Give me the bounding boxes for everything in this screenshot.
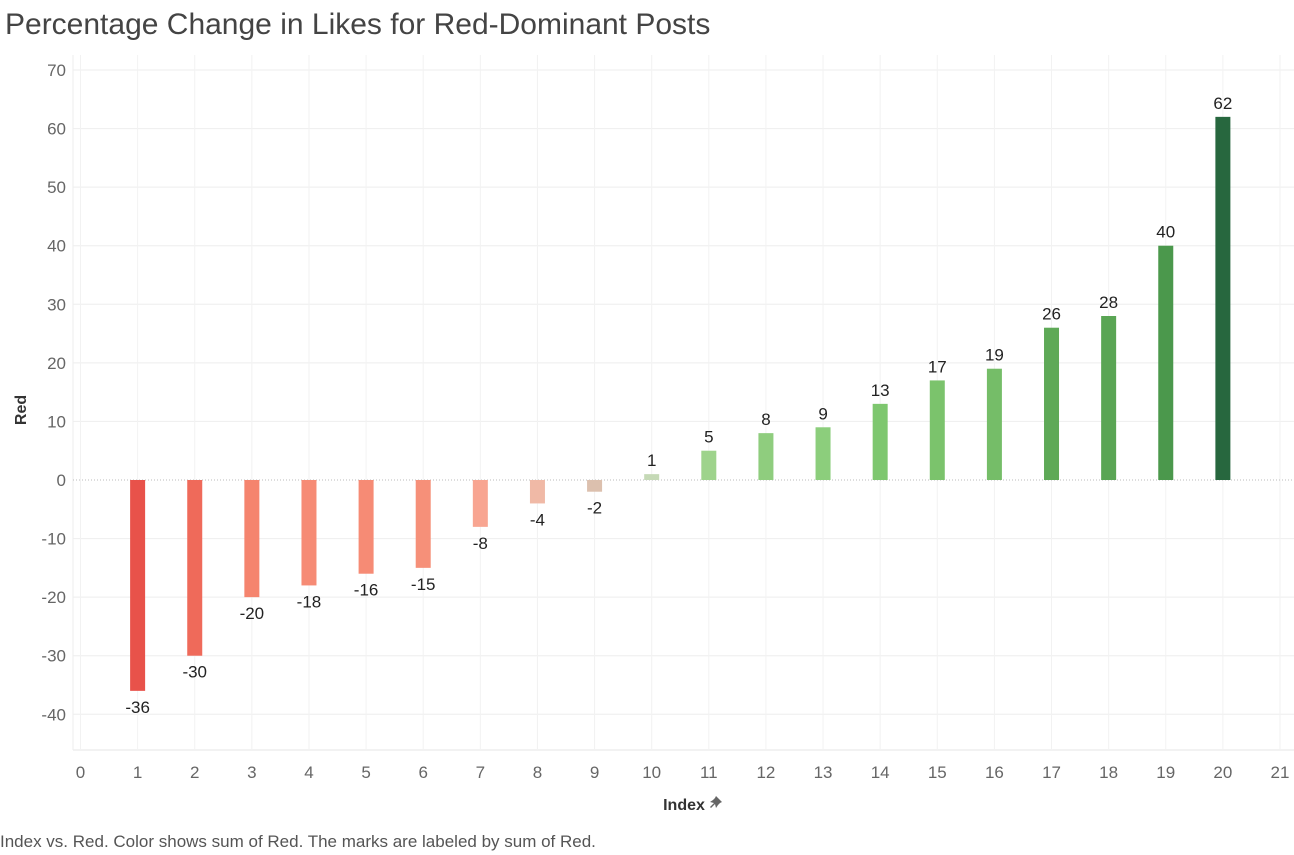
x-tick-label: 9 (590, 763, 599, 782)
x-tick-label: 16 (985, 763, 1004, 782)
x-tick-label: 15 (928, 763, 947, 782)
bar-index-2[interactable] (187, 480, 202, 656)
data-label: 1 (647, 451, 656, 470)
x-tick-label: 10 (642, 763, 661, 782)
y-tick-label: 0 (57, 471, 66, 490)
x-tick-label: 12 (756, 763, 775, 782)
x-tick-label: 11 (700, 763, 718, 782)
data-label: 17 (928, 357, 947, 376)
x-tick-label: 13 (814, 763, 833, 782)
y-axis-ticks: 70 60 50 40 30 20 10 0 -10 -20 -30 -40 (41, 61, 66, 724)
data-label: -18 (297, 592, 322, 611)
x-tick-label: 8 (533, 763, 542, 782)
bar-index-15[interactable] (930, 380, 945, 480)
y-tick-label: 70 (47, 61, 66, 80)
data-label: 28 (1099, 293, 1118, 312)
chart-caption: Index vs. Red. Color shows sum of Red. T… (0, 832, 596, 852)
y-tick-label: -20 (41, 588, 66, 607)
bar-index-10[interactable] (644, 474, 659, 480)
x-axis-ticks: 0 1 2 3 4 5 6 7 8 9 10 11 12 13 14 15 16 17 18 19 20 21 (76, 763, 1290, 782)
x-tick-label: 0 (76, 763, 85, 782)
y-tick-label: 30 (47, 295, 66, 314)
bar-index-12[interactable] (758, 433, 773, 480)
x-tick-label: 2 (190, 763, 199, 782)
data-label: 19 (985, 346, 1004, 365)
bar-index-6[interactable] (416, 480, 431, 568)
bar-index-8[interactable] (530, 480, 545, 503)
data-label: 40 (1156, 223, 1175, 242)
data-label: 62 (1213, 94, 1232, 113)
data-label: 26 (1042, 305, 1061, 324)
x-axis-title-group: Index (663, 796, 722, 814)
data-label: 13 (871, 381, 890, 400)
y-axis-title: Red (13, 395, 30, 425)
x-tick-label: 5 (361, 763, 370, 782)
data-label: -16 (354, 581, 379, 600)
data-label: 9 (818, 404, 827, 423)
y-tick-label: 10 (47, 412, 66, 431)
data-label: 8 (761, 410, 770, 429)
data-label: -36 (125, 698, 150, 717)
bars (130, 117, 1230, 691)
x-tick-label: 17 (1042, 763, 1061, 782)
bar-index-17[interactable] (1044, 328, 1059, 480)
x-tick-label: 19 (1156, 763, 1175, 782)
x-tick-label: 3 (247, 763, 256, 782)
bar-index-9[interactable] (587, 480, 602, 492)
y-tick-label: 40 (47, 237, 66, 256)
x-tick-label: 4 (304, 763, 313, 782)
y-tick-label: -10 (41, 530, 66, 549)
x-tick-label: 21 (1271, 763, 1290, 782)
x-tick-label: 1 (133, 763, 142, 782)
data-label: -4 (530, 510, 545, 529)
y-tick-label: 20 (47, 354, 66, 373)
bar-index-14[interactable] (873, 404, 888, 480)
y-tick-label: -40 (41, 705, 66, 724)
x-axis-title: Index (663, 797, 705, 814)
data-label: -8 (473, 534, 488, 553)
x-tick-label: 7 (476, 763, 485, 782)
x-tick-label: 20 (1213, 763, 1232, 782)
bar-index-3[interactable] (244, 480, 259, 597)
bar-index-5[interactable] (359, 480, 374, 574)
data-label: 5 (704, 428, 713, 447)
x-tick-label: 14 (871, 763, 890, 782)
bar-index-7[interactable] (473, 480, 488, 527)
data-label: -2 (587, 499, 602, 518)
bar-index-19[interactable] (1158, 246, 1173, 480)
y-tick-label: -30 (41, 647, 66, 666)
bar-index-11[interactable] (701, 451, 716, 480)
data-label: -30 (182, 663, 207, 682)
y-tick-label: 50 (47, 178, 66, 197)
bar-index-18[interactable] (1101, 316, 1116, 480)
x-tick-label: 18 (1099, 763, 1118, 782)
x-tick-label: 6 (418, 763, 427, 782)
data-label: -20 (240, 604, 265, 623)
pin-icon[interactable] (710, 796, 722, 808)
bar-index-4[interactable] (301, 480, 316, 585)
bar-index-20[interactable] (1215, 117, 1230, 480)
bar-index-13[interactable] (816, 427, 831, 480)
y-tick-label: 60 (47, 120, 66, 139)
data-label: -15 (411, 575, 436, 594)
bar-index-16[interactable] (987, 369, 1002, 480)
bar-index-1[interactable] (130, 480, 145, 691)
